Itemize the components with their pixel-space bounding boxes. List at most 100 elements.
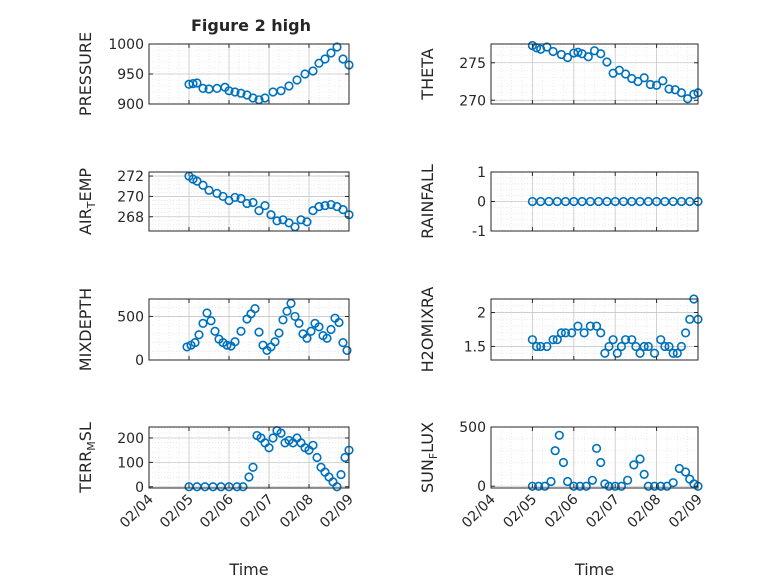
data-point — [600, 348, 610, 358]
data-point — [302, 217, 312, 227]
data-point — [573, 321, 583, 331]
data-point — [635, 348, 645, 358]
data-point — [276, 428, 286, 438]
y-tick-label: 900 — [117, 97, 144, 113]
data-point — [567, 328, 577, 338]
y-axis-label: MIXDEPTH — [76, 288, 95, 371]
y-tick-label: 1.5 — [464, 339, 486, 355]
data-point — [629, 460, 639, 470]
data-point — [550, 446, 560, 456]
y-axis-label: RAINFALL — [418, 164, 437, 239]
subplot-air-temp: 268 270 272 AIRTEMP — [76, 168, 354, 235]
data-point — [206, 316, 216, 326]
y-tick-label: 275 — [459, 56, 486, 72]
data-point — [268, 433, 278, 443]
data-point — [336, 469, 346, 480]
x-axis-label: Time — [574, 560, 614, 579]
y-tick-label: 500 — [459, 420, 486, 436]
y-axis-label: AIRTEMP — [76, 168, 98, 235]
y-tick-label: 200 — [117, 431, 144, 447]
data-point — [198, 318, 208, 329]
data-point — [284, 218, 294, 228]
y-tick-label: 1 — [477, 165, 486, 181]
data-point — [531, 341, 542, 352]
data-point — [542, 42, 552, 52]
axes-box — [148, 171, 350, 232]
data-point — [616, 481, 627, 491]
data-point — [536, 341, 546, 352]
data-point — [314, 58, 324, 68]
data-point — [591, 443, 602, 453]
data-point — [204, 185, 214, 195]
x-axis-label: Time — [228, 560, 268, 579]
y-axis-label: H2OMIXRA — [418, 287, 437, 373]
data-point — [264, 443, 274, 453]
data-point — [292, 75, 302, 85]
data-point — [248, 197, 258, 208]
data-point — [627, 335, 637, 345]
y-axis-label: THETA — [418, 48, 437, 100]
data-point — [672, 348, 682, 358]
data-point — [210, 326, 220, 336]
data-point — [649, 481, 660, 491]
data-point — [645, 79, 655, 90]
data-series — [527, 430, 703, 491]
data-point — [616, 341, 627, 352]
data-point — [575, 481, 585, 491]
y-tick-label: 268 — [117, 210, 144, 226]
data-point — [326, 324, 336, 335]
data-point — [230, 192, 240, 203]
data-point — [202, 308, 212, 318]
data-point — [602, 57, 612, 67]
grid-lines — [490, 426, 699, 488]
data-series — [182, 298, 352, 356]
data-point — [560, 328, 571, 338]
grid-lines — [148, 427, 350, 488]
data-point — [302, 333, 312, 343]
axes-box — [490, 43, 699, 105]
subplot-mixdepth: 0 500 MIXDEPTH — [76, 288, 352, 371]
data-point — [635, 454, 645, 464]
data-point — [266, 210, 276, 220]
data-point — [224, 86, 234, 96]
data-point — [338, 337, 348, 348]
data-point — [639, 341, 649, 352]
data-series — [184, 42, 354, 105]
data-point — [322, 333, 332, 343]
data-point — [278, 315, 288, 325]
data-point — [230, 87, 240, 97]
data-point — [314, 322, 324, 332]
data-point — [623, 475, 633, 485]
data-point — [651, 80, 662, 90]
data-point — [282, 306, 292, 316]
data-point — [236, 326, 246, 336]
data-point — [540, 481, 550, 491]
data-point — [192, 176, 202, 186]
data-point — [236, 88, 246, 98]
data-point — [194, 330, 204, 340]
data-point — [608, 335, 618, 345]
data-point — [558, 457, 569, 468]
data-series — [527, 40, 703, 104]
data-series — [184, 426, 354, 492]
data-point — [585, 321, 595, 331]
data-point — [668, 348, 678, 358]
data-point — [236, 193, 246, 204]
data-point — [320, 54, 330, 64]
data-point — [294, 318, 304, 329]
data-point — [562, 476, 573, 487]
y-tick-label: 1000 — [108, 37, 144, 53]
data-point — [620, 335, 631, 345]
y-tick-label: 2 — [477, 306, 486, 322]
data-point — [254, 327, 264, 337]
data-point — [562, 52, 573, 63]
data-point — [527, 335, 538, 345]
data-series — [527, 196, 703, 207]
data-point — [596, 49, 606, 59]
data-point — [230, 337, 240, 347]
y-tick-label: 0 — [477, 479, 486, 495]
data-point — [658, 76, 668, 86]
data-point — [676, 341, 687, 352]
data-point — [534, 481, 544, 491]
